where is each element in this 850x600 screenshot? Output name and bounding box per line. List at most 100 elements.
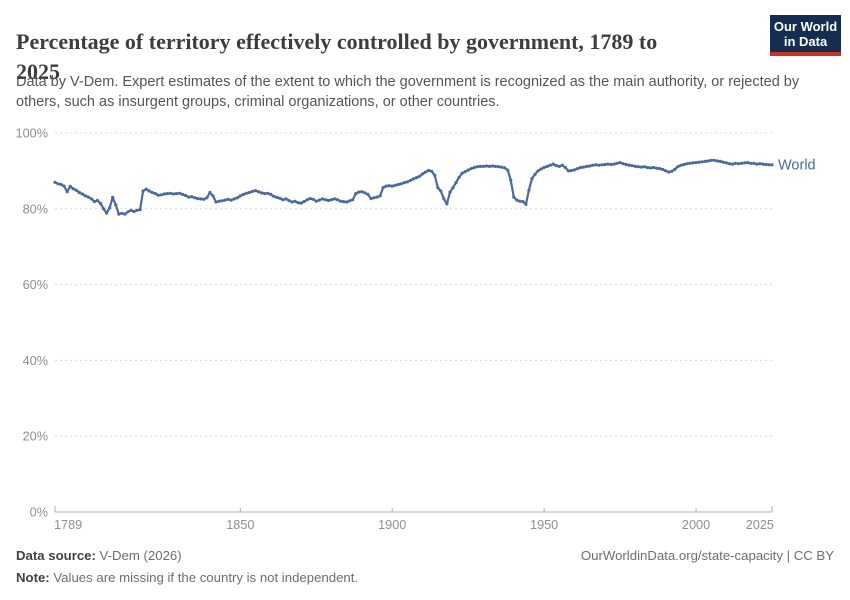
series-point[interactable] (484, 164, 488, 168)
series-point[interactable] (551, 162, 555, 166)
series-point[interactable] (332, 197, 337, 201)
series-point[interactable] (585, 164, 589, 168)
series-point[interactable] (566, 169, 571, 173)
series-point[interactable] (509, 178, 513, 182)
series-point[interactable] (688, 161, 692, 165)
series-point[interactable] (83, 194, 87, 198)
series-point[interactable] (390, 184, 394, 188)
series-point[interactable] (530, 176, 534, 181)
series-point[interactable] (257, 190, 261, 194)
series-point[interactable] (475, 165, 479, 169)
series-point[interactable] (193, 196, 197, 200)
series-point[interactable] (126, 210, 130, 214)
series-point[interactable] (557, 164, 561, 168)
series-point[interactable] (609, 162, 613, 167)
series-point[interactable] (664, 169, 668, 173)
series-point[interactable] (579, 165, 583, 170)
series-point[interactable] (463, 170, 467, 174)
series-point[interactable] (554, 164, 558, 168)
series-point[interactable] (244, 191, 248, 195)
series-point[interactable] (178, 191, 182, 195)
series-point[interactable] (220, 199, 224, 203)
series-point[interactable] (372, 196, 376, 200)
series-point[interactable] (381, 186, 385, 190)
series-point[interactable] (500, 165, 504, 169)
series-point[interactable] (95, 198, 100, 203)
series-point[interactable] (241, 192, 245, 196)
series-point[interactable] (460, 171, 464, 175)
series-point[interactable] (469, 167, 473, 171)
series-point[interactable] (503, 166, 507, 170)
series-point[interactable] (737, 162, 741, 166)
series-point[interactable] (439, 189, 443, 193)
series-point[interactable] (487, 164, 492, 168)
series-point[interactable] (123, 212, 127, 216)
series-point[interactable] (740, 161, 744, 165)
series-point[interactable] (326, 198, 330, 203)
series-point[interactable] (335, 198, 340, 202)
series-point[interactable] (651, 165, 656, 170)
series-point[interactable] (260, 191, 264, 195)
series-point[interactable] (597, 163, 601, 167)
series-point[interactable] (493, 164, 498, 168)
series-point[interactable] (642, 165, 647, 169)
series-point[interactable] (709, 158, 713, 162)
series-point[interactable] (536, 169, 540, 173)
series-point[interactable] (612, 162, 616, 166)
series-point[interactable] (399, 182, 403, 186)
series-point[interactable] (606, 162, 610, 166)
series-point[interactable] (582, 165, 586, 169)
series-point[interactable] (311, 197, 315, 201)
series-point[interactable] (600, 163, 604, 167)
series-point[interactable] (408, 178, 413, 182)
series-point[interactable] (102, 207, 106, 211)
series-point[interactable] (214, 200, 218, 204)
series-point[interactable] (159, 193, 163, 197)
series-point[interactable] (457, 175, 461, 179)
series-line-world[interactable] (53, 159, 774, 216)
series-point[interactable] (749, 161, 753, 165)
series-point[interactable] (59, 182, 63, 187)
series-point[interactable] (329, 198, 334, 202)
series-point[interactable] (639, 165, 644, 169)
series-point[interactable] (272, 194, 276, 198)
series-point[interactable] (548, 163, 552, 167)
series-point[interactable] (755, 162, 759, 166)
series-point[interactable] (615, 161, 619, 165)
series-point[interactable] (150, 190, 154, 195)
series-point[interactable] (445, 202, 449, 206)
series-point[interactable] (518, 199, 522, 203)
series-point[interactable] (360, 190, 364, 194)
series-point[interactable] (700, 160, 704, 164)
series-point[interactable] (667, 170, 671, 174)
series-point[interactable] (414, 176, 419, 180)
series-point[interactable] (472, 165, 476, 170)
series-point[interactable] (633, 164, 637, 168)
series-point[interactable] (733, 161, 738, 165)
series-point[interactable] (211, 194, 215, 198)
series-point[interactable] (65, 190, 69, 194)
series-point[interactable] (387, 184, 391, 188)
series-point[interactable] (591, 163, 595, 167)
series-point[interactable] (293, 199, 297, 203)
series-point[interactable] (190, 195, 194, 199)
series-point[interactable] (673, 167, 677, 171)
series-point[interactable] (208, 190, 212, 195)
series-point[interactable] (648, 166, 653, 170)
series-point[interactable] (624, 162, 628, 167)
series-point[interactable] (74, 188, 78, 192)
series-point[interactable] (354, 192, 358, 196)
series-point[interactable] (71, 187, 75, 191)
series-point[interactable] (296, 201, 300, 205)
series-point[interactable] (217, 199, 221, 203)
series-point[interactable] (181, 192, 185, 196)
series-point[interactable] (715, 159, 719, 163)
series-point[interactable] (542, 165, 546, 170)
series-point[interactable] (99, 201, 103, 206)
series-point[interactable] (539, 167, 543, 171)
series-point[interactable] (226, 197, 230, 201)
series-point[interactable] (670, 169, 674, 173)
series-point[interactable] (743, 161, 747, 165)
series-point[interactable] (682, 162, 686, 167)
series-point[interactable] (569, 168, 574, 173)
